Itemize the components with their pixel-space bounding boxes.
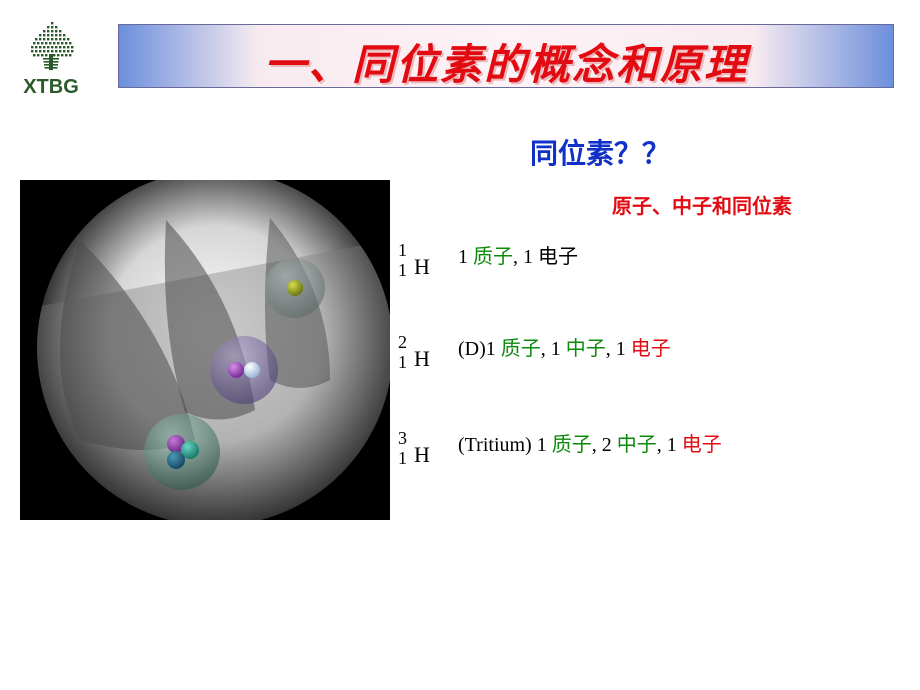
- isotope-row: 21H (D)1 质子, 1 中子, 1 电子: [398, 332, 898, 376]
- isotope-description: (D)1 质子, 1 中子, 1 电子: [458, 332, 671, 361]
- element-symbol: H: [414, 346, 430, 372]
- isotope-symbol: 11H: [398, 240, 440, 284]
- atomic-number: 1: [398, 448, 407, 469]
- subtitle-components: 原子、中子和同位素: [612, 190, 792, 219]
- slide-title: 一、同位素的概念和原理: [119, 31, 893, 92]
- isotope-symbol: 21H: [398, 332, 440, 376]
- isotope-description: 1 质子, 1 电子: [458, 240, 578, 269]
- isotope-description: (Tritium) 1 质子, 2 中子, 1 电子: [458, 428, 722, 457]
- isotope-row: 11H 1 质子, 1 电子: [398, 240, 898, 284]
- logo-text: XTBG: [12, 76, 90, 99]
- slide-root: { "logo": { "label": "XTBG", "color": "#…: [0, 0, 920, 690]
- element-symbol: H: [414, 442, 430, 468]
- atomic-number: 1: [398, 352, 407, 373]
- mass-number: 1: [398, 240, 407, 261]
- isotope-row: 31H (Tritium) 1 质子, 2 中子, 1 电子: [398, 428, 898, 472]
- atomic-number: 1: [398, 260, 407, 281]
- isotope-diagram: [20, 180, 390, 520]
- subtitle-question: 同位素？？: [530, 132, 670, 172]
- element-symbol: H: [414, 254, 430, 280]
- logo-tree-icon: [23, 18, 79, 74]
- isotope-symbol: 31H: [398, 428, 440, 472]
- mass-number: 2: [398, 332, 407, 353]
- title-bar: 一、同位素的概念和原理: [118, 24, 894, 88]
- mass-number: 3: [398, 428, 407, 449]
- logo: XTBG: [12, 18, 90, 99]
